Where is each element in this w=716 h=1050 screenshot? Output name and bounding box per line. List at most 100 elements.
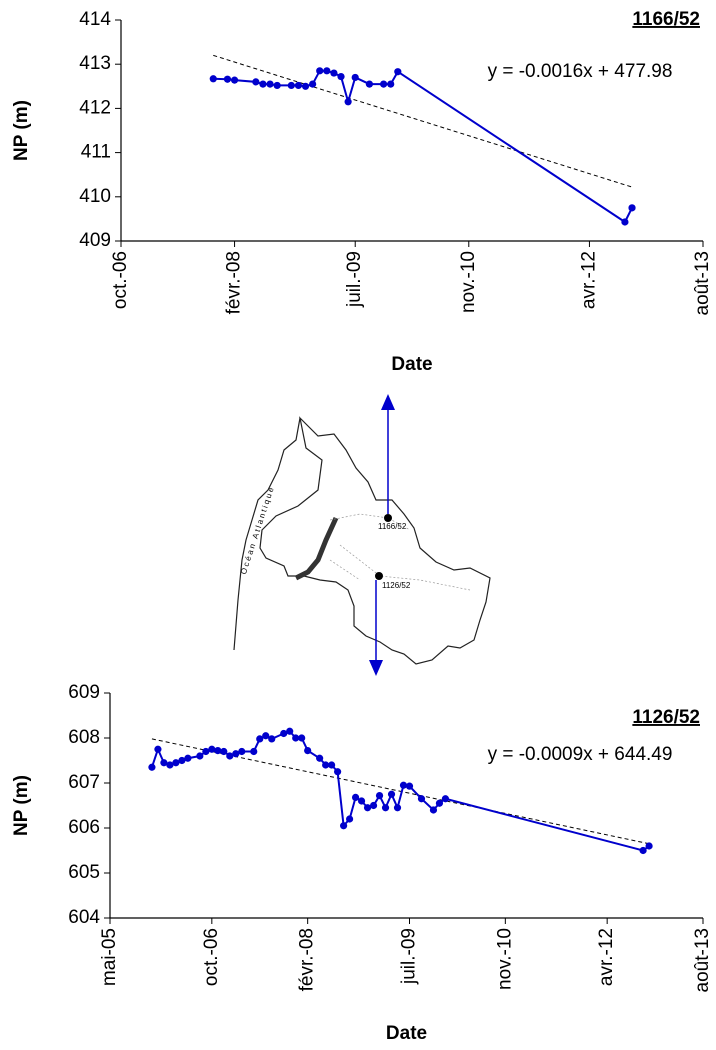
data-point xyxy=(429,806,438,814)
data-point xyxy=(351,73,359,82)
x-tick-label: juil.-09 xyxy=(399,928,420,985)
y-tick-label: 604 xyxy=(68,907,100,928)
y-tick-label: 411 xyxy=(81,142,111,163)
data-point xyxy=(214,747,222,755)
data-point xyxy=(294,81,303,90)
data-point xyxy=(322,761,330,769)
data-point xyxy=(209,75,217,83)
data-point xyxy=(232,750,240,758)
data-point xyxy=(301,82,310,90)
data-point xyxy=(298,734,306,742)
data-point xyxy=(202,747,210,756)
x-tick-label: avr.-12 xyxy=(596,928,617,986)
chart-title: 1166/52 xyxy=(632,9,700,30)
data-point xyxy=(266,80,274,88)
data-point xyxy=(621,218,629,226)
data-point xyxy=(268,735,276,743)
y-tick-label: 410 xyxy=(79,186,111,207)
data-point xyxy=(316,67,324,75)
data-point xyxy=(286,727,294,735)
data-point xyxy=(387,80,395,88)
data-point xyxy=(287,81,295,90)
map-basin xyxy=(259,416,491,665)
equation: y = -0.0009x + 644.49 xyxy=(488,744,673,765)
data-point xyxy=(273,81,281,90)
data-point xyxy=(441,795,450,803)
arrowhead xyxy=(369,660,383,676)
data-point xyxy=(226,752,234,760)
chart-title: 1126/52 xyxy=(632,707,700,728)
x-tick-label: mai-05 xyxy=(99,928,120,986)
data-point xyxy=(375,792,384,800)
well-label: 1166/52 xyxy=(378,522,407,531)
data-point xyxy=(363,804,372,812)
x-tick-label: juil.-09 xyxy=(344,251,365,308)
data-point xyxy=(259,80,267,88)
data-point xyxy=(166,761,174,769)
data-point xyxy=(330,69,338,77)
data-point xyxy=(178,756,186,765)
data-point xyxy=(160,759,168,767)
x-tick-label: févr.-08 xyxy=(224,251,245,314)
data-point xyxy=(387,790,396,798)
data-point xyxy=(238,747,246,756)
x-tick-label: oct.-06 xyxy=(110,251,131,309)
data-point xyxy=(184,754,192,762)
y-tick-label: 608 xyxy=(68,727,100,748)
data-point xyxy=(365,80,374,88)
well-label: 1126/52 xyxy=(382,581,411,590)
data-point xyxy=(196,752,204,760)
map-coast xyxy=(233,417,301,651)
data-point xyxy=(256,735,264,743)
data-point xyxy=(252,78,260,86)
data-point xyxy=(309,80,317,88)
x-tick-label: août-13 xyxy=(692,928,713,992)
data-line xyxy=(213,69,633,224)
data-point xyxy=(344,98,352,106)
map-river xyxy=(294,516,339,581)
equation: y = -0.0016x + 477.98 xyxy=(488,61,673,82)
data-point xyxy=(345,815,354,823)
data-point xyxy=(250,747,258,756)
x-axis-label: Date xyxy=(391,354,432,375)
data-point xyxy=(369,801,378,810)
data-point xyxy=(340,822,348,830)
x-axis-label: Date xyxy=(386,1023,427,1044)
trend-line xyxy=(213,54,633,188)
x-tick-label: nov.-10 xyxy=(494,928,515,990)
y-axis-label: NP (m) xyxy=(11,100,32,161)
map xyxy=(233,394,491,676)
data-point xyxy=(628,204,636,212)
data-point xyxy=(304,747,312,755)
data-point xyxy=(154,745,162,753)
data-point xyxy=(223,75,232,83)
data-point xyxy=(394,68,402,76)
data-point xyxy=(357,797,366,805)
data-point xyxy=(230,76,239,84)
data-point xyxy=(380,80,388,88)
data-point xyxy=(639,846,647,855)
data-line xyxy=(150,730,650,852)
data-point xyxy=(381,804,390,812)
data-point xyxy=(262,732,270,740)
data-point xyxy=(292,734,300,742)
data-point xyxy=(334,768,342,776)
y-tick-label: 413 xyxy=(79,53,111,74)
data-point xyxy=(393,804,402,812)
data-point xyxy=(280,729,288,738)
y-tick-label: 607 xyxy=(68,772,100,793)
data-point xyxy=(435,799,444,807)
data-point xyxy=(417,795,426,803)
data-point xyxy=(172,759,180,767)
y-axis-label: NP (m) xyxy=(11,775,32,836)
data-point xyxy=(351,793,360,802)
data-point xyxy=(323,67,331,75)
x-tick-label: oct.-06 xyxy=(201,928,222,986)
data-point xyxy=(328,761,336,769)
x-tick-label: févr.-08 xyxy=(297,928,318,991)
x-tick-label: nov.-10 xyxy=(458,251,479,313)
map-internal xyxy=(329,513,471,591)
well-point xyxy=(384,514,392,522)
well-point xyxy=(375,572,383,580)
